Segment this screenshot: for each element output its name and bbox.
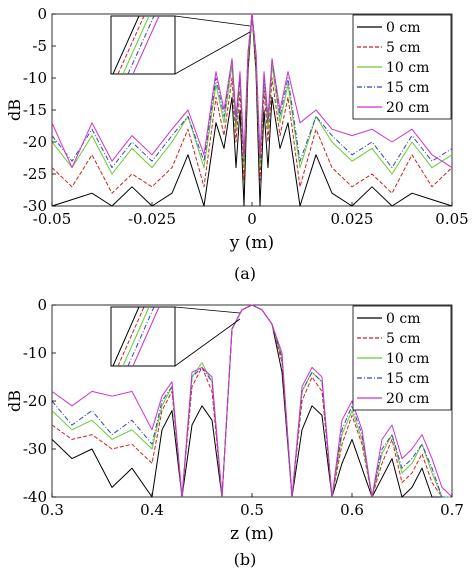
panel-a-x-tick-label: -0.025 [128,210,176,228]
panel-a-inset-frame [110,15,176,75]
panel-b-x-tick-label: 0.5 [240,501,264,519]
panel-b-inset-line-3 [127,306,155,367]
panel-a-xlabel: y (m) [229,233,274,253]
panel-b-series-layer [51,304,453,498]
panel-a-legend-label: 5 cm [386,40,420,56]
panel-b-y-tick-label: -20 [23,392,47,410]
panel-a-y-tick-label: -10 [23,69,47,87]
panel-a-y-tick-label: 0 [37,5,47,23]
panel-b-y-tick-label: -30 [23,440,47,458]
panel-b-inset-connector-bottom [174,318,241,367]
panel-a-x-tick-label: 0.05 [435,210,468,228]
panel-a-x-tick-label: -0.05 [33,210,71,228]
panel-a-inset-line-1 [117,15,145,75]
panel-a-inset-line-0 [112,15,140,75]
panel-a-inset [110,15,251,75]
panel-a-series-layer [51,13,453,207]
panel-b-inset [110,306,241,367]
panel-a-ylabel: dB [5,99,24,121]
panel-a-legend-label: 15 cm [386,80,429,96]
panel-b-ylabel: dB [5,390,24,412]
panel-b-x-ticks: 0.3 0.4 0.5 0.6 0.7 [40,493,464,519]
panel-a-y-tick-label: -20 [23,133,47,151]
panel-a-y-ticks: 0 -5 -10 -15 -20 -25 -30 [23,5,56,215]
panel-a-y-tick-label: -30 [23,197,47,215]
panel-a-series-line-4 [51,13,453,169]
panel-b-inset-line-2 [122,306,150,367]
panel-a-inset-connector-bottom [174,31,251,75]
panel-b-y-tick-label: 0 [37,296,47,314]
panel-b-inset-lines [112,306,160,367]
panel-b-series-line-0 [51,304,452,498]
panel-a-inset-line-2 [122,15,150,75]
panel-b-y-ticks: 0 -10 -20 -30 -40 [23,296,56,506]
panel-b-x-tick-label: 0.6 [340,501,364,519]
panel-b-inset-line-0 [112,306,140,367]
panel-a-legend: 0 cm 5 cm 10 cm 15 cm 20 cm [352,14,452,120]
panel-a-inset-lines [112,15,160,75]
panel-b-legend-label: 0 cm [386,311,420,327]
panel-a-legend-label: 10 cm [386,60,429,76]
panel-b-legend: 0 cm 5 cm 10 cm 15 cm 20 cm [352,305,452,411]
panel-a-x-tick-label: 0 [247,210,257,228]
panel-b-series-line-4 [51,304,453,498]
panel-b-x-tick-label: 0.3 [40,501,64,519]
panel-a-caption: (a) [234,264,256,283]
panel-b-inset-connector-top [174,306,241,314]
panel-a-y-tick-label: -25 [23,165,47,183]
panel-a-y-tick-label: -5 [32,37,47,55]
panel-b-legend-label: 5 cm [386,331,420,347]
panel-b-legend-label: 10 cm [386,351,429,367]
panel-b-x-tick-label: 0.4 [140,501,164,519]
panel-b: 0.3 0.4 0.5 0.6 0.7 0 -10 -20 -30 -40 z (m) dB (… [5,296,464,569]
panel-a-x-ticks: -0.05 -0.025 0 0.025 0.05 [33,202,469,228]
panel-b-xlabel: z (m) [230,524,274,544]
panel-a-inset-line-4 [132,15,160,75]
panel-a: -0.05 -0.025 0 0.025 0.05 0 -5 -10 -15 -20 -25 -30… [5,5,469,283]
panel-a-y-tick-label: -15 [23,101,47,119]
panel-b-legend-label: 20 cm [386,391,429,407]
panel-b-y-tick-label: -10 [23,344,47,362]
panel-a-inset-line-3 [127,15,155,75]
panel-b-caption: (b) [234,550,257,569]
panel-b-y-tick-label: -40 [23,488,47,506]
panel-a-x-tick-label: 0.025 [331,210,374,228]
panel-a-legend-label: 20 cm [386,100,429,116]
panel-b-series-line-1 [51,304,452,498]
panel-b-inset-frame [110,306,176,367]
panel-b-legend-label: 15 cm [386,371,429,387]
panel-a-inset-connector-top [174,15,251,27]
panel-a-legend-label: 0 cm [386,20,420,36]
panel-b-inset-line-4 [132,306,160,367]
panel-b-x-tick-label: 0.7 [440,501,464,519]
panel-b-series-line-3 [51,304,452,498]
panel-b-inset-line-1 [117,306,145,367]
